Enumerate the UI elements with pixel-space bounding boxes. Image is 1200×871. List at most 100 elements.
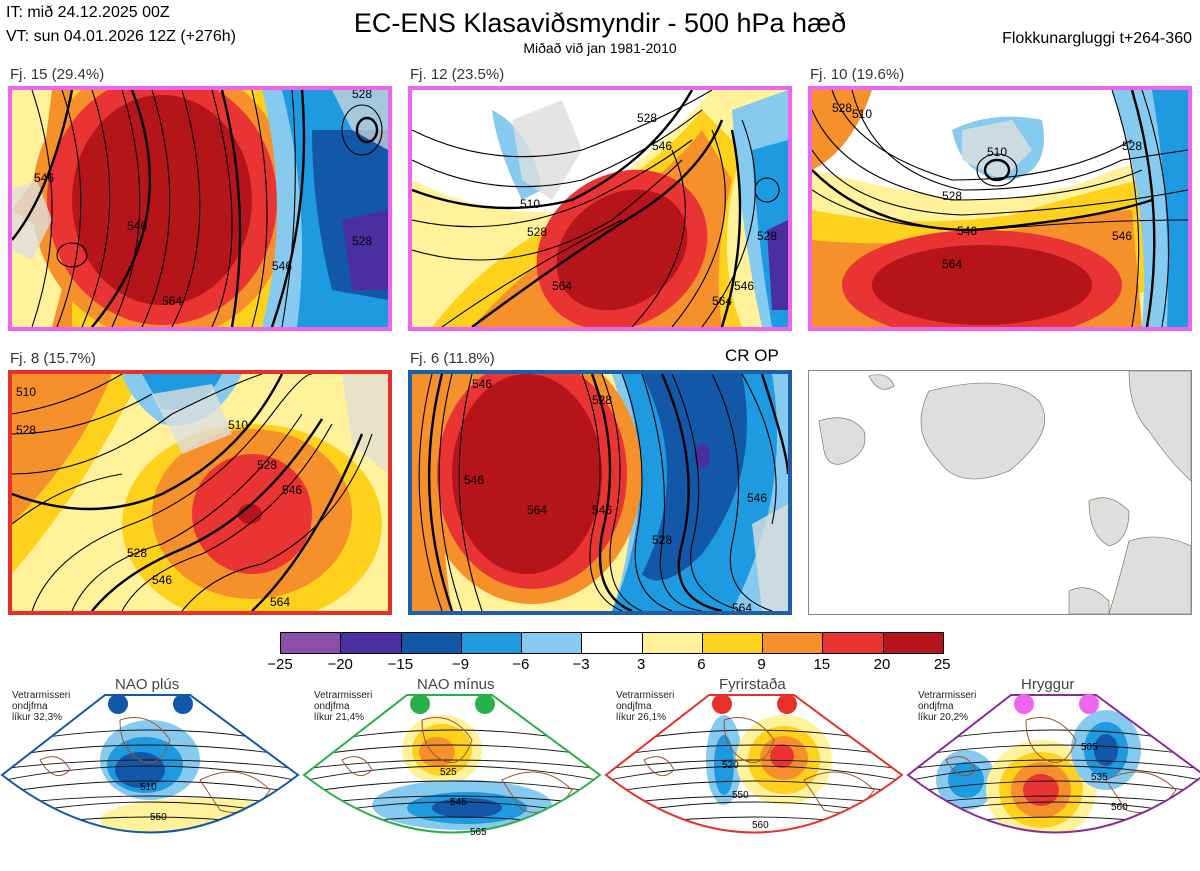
regime-info-line: ondjfma [12, 701, 48, 712]
regime-info-line: líkur 32,3% [12, 712, 63, 723]
regime-info-line: ondjfma [314, 701, 350, 712]
contour-label: 528 [942, 189, 962, 203]
colorbar-tick-label: 6 [697, 656, 706, 673]
regime-info-line: Vetrarmisseri [616, 690, 675, 701]
cluster-5-label: Fj. 6 (11.8%) [410, 350, 495, 367]
regime-contour-label: 560 [752, 820, 769, 831]
regime-dot [1079, 694, 1099, 714]
contour-label: 528 [127, 546, 147, 560]
colorbar-tick-label: 25 [933, 656, 951, 673]
colorbar-swatch [581, 633, 642, 653]
contour-label: 546 [152, 573, 172, 587]
regime-contour-label: 505 [1081, 742, 1098, 753]
regime-contour-label: 510 [140, 782, 157, 793]
cluster-4-label: Fj. 8 (15.7%) [10, 350, 96, 367]
contour-label: 564 [527, 503, 547, 517]
regime-dot [108, 694, 128, 714]
regime-info: Vetrarmisseri ondjfma líkur 26,1% [616, 690, 674, 723]
initial-time: IT: mið 24.12.2025 00Z [6, 4, 170, 21]
classification-window: Flokkunargluggi t+264-360 [1002, 30, 1192, 47]
regime-contour-label: 550 [732, 790, 749, 801]
regime-info-line: Vetrarmisseri [314, 690, 373, 701]
colorbar-tick-label: −20 [327, 656, 353, 673]
colorbar-swatch [281, 633, 341, 653]
colorbar-swatch [641, 633, 702, 653]
contour-label: 546 [734, 279, 754, 293]
regime-fan-map: 520 550 560 [604, 694, 904, 834]
regime-fan-map: 505 535 560 [906, 694, 1200, 834]
colorbar-tick-label: −3 [572, 656, 590, 673]
regime-contour-label: 525 [440, 767, 457, 778]
regime-info-line: Vetrarmisseri [12, 690, 71, 701]
regime-dot [475, 694, 495, 714]
regime-info-line: líkur 26,1% [616, 712, 667, 723]
contour-label: 546 [472, 377, 492, 391]
regime-info: Vetrarmisseri ondjfma líkur 21,4% [314, 690, 372, 723]
contour-label: 564 [270, 595, 290, 609]
page-subtitle: Miðað við jan 1981-2010 [523, 40, 677, 56]
colorbar-swatch [762, 633, 823, 653]
cluster-map-4: 510 528 510 528 546 528 546 564 [8, 370, 392, 615]
cluster-2-label: Fj. 12 (23.5%) [410, 66, 505, 83]
contour-label: 528 [637, 111, 657, 125]
contour-label: 528 [757, 229, 777, 243]
regime-contour-label: 535 [1091, 772, 1108, 783]
colorbar-tick-label: 20 [873, 656, 891, 673]
colorbar-swatch [882, 633, 943, 653]
contour-label: 510 [987, 145, 1007, 159]
contour-label: 564 [712, 294, 732, 308]
contour-label: 564 [942, 257, 962, 271]
cluster-map-3: 528 510 510 528 546 564 546 528 [808, 86, 1192, 331]
cluster-1-label: Fj. 15 (29.4%) [10, 66, 105, 83]
cluster-3-label: Fj. 10 (19.6%) [810, 66, 905, 83]
contour-label: 528 [527, 225, 547, 239]
contour-label: 564 [162, 294, 182, 308]
colorbar-tick-label: 9 [757, 656, 766, 673]
contour-label: 528 [832, 101, 852, 115]
regime-dot [712, 694, 732, 714]
contour-label: 510 [852, 107, 872, 121]
regime-info-line: Vetrarmisseri [918, 690, 977, 701]
regime-title: Fyrirstaða [719, 676, 786, 693]
page-title: EC-ENS Klasaviðsmyndir - 500 hPa hæð [353, 8, 847, 38]
contour-label: 528 [1122, 139, 1142, 153]
contour-label: 564 [552, 279, 572, 293]
contour-label: 546 [272, 259, 292, 273]
regime-dot [173, 694, 193, 714]
colorbar-swatch [822, 633, 883, 653]
colorbar-tick-label: 3 [637, 656, 646, 673]
colorbar-swatch [400, 633, 461, 653]
regime-info-line: ondjfma [918, 701, 954, 712]
regime-contour-label: 545 [450, 797, 467, 808]
contour-label: 546 [652, 139, 672, 153]
contour-label: 546 [282, 483, 302, 497]
contour-label: 546 [747, 491, 767, 505]
contour-label: 528 [352, 90, 372, 101]
contour-label: 546 [34, 171, 54, 185]
colorbar-tick-label: −6 [512, 656, 530, 673]
colorbar [280, 632, 944, 654]
regime-info-line: líkur 21,4% [314, 712, 365, 723]
regime-dot [410, 694, 430, 714]
regime-contour-label: 520 [722, 760, 739, 771]
regime-title: Hryggur [1021, 676, 1075, 693]
valid-time: VT: sun 04.01.2026 12Z (+276h) [6, 28, 236, 45]
cluster-map-1: 546 528 546 564 528 546 [8, 86, 392, 331]
colorbar-swatch [701, 633, 763, 653]
regime-info-line: ondjfma [616, 701, 652, 712]
contour-label: 528 [352, 234, 372, 248]
regime-dot [1014, 694, 1034, 714]
contour-label: 528 [257, 458, 277, 472]
regime-contour-label: 560 [1111, 802, 1128, 813]
colorbar-tick-label: −25 [267, 656, 293, 673]
contour-label: 546 [957, 224, 977, 238]
colorbar-swatch [340, 633, 401, 653]
regime-title: NAO mínus [417, 676, 495, 693]
colorbar-swatch [460, 633, 522, 653]
cluster-map-5: 546 528 546 564 546 528 546 564 [408, 370, 792, 615]
contour-label: 510 [16, 385, 36, 399]
regime-fan-map: 510 550 [0, 694, 300, 834]
regime-info: Vetrarmisseri ondjfma líkur 32,3% [12, 690, 70, 723]
cluster-map-2: 528 546 510 528 564 546 528 564 [408, 86, 792, 331]
empty-base-map [808, 370, 1192, 615]
